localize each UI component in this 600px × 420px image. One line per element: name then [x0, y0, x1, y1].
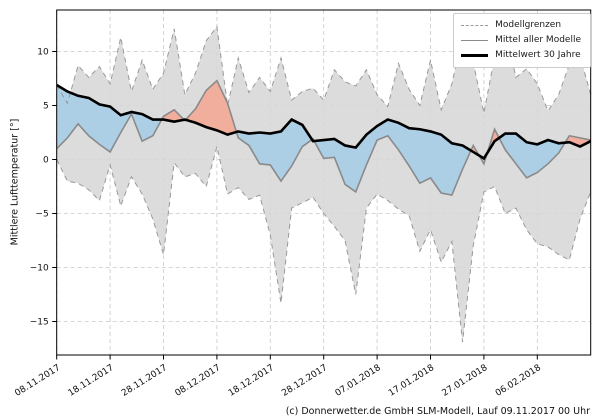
legend-item-mittel-aller-modelle: Mittel aller Modelle — [461, 35, 581, 46]
svg-text:−10: −10 — [30, 264, 49, 274]
gray-line-icon — [461, 40, 489, 41]
black-line-icon — [461, 54, 489, 57]
legend-item-mittelwert-30-jahre: Mittelwert 30 Jahre — [461, 50, 581, 61]
cold-anomaly-fill — [236, 119, 313, 182]
model-mean-line — [56, 79, 591, 197]
svg-text:06.02.2018: 06.02.2018 — [494, 363, 543, 399]
svg-text:18.11.2017: 18.11.2017 — [67, 363, 116, 399]
svg-text:0: 0 — [43, 156, 49, 166]
chart-legend: Modellgrenzen Mittel aller Modelle Mitte… — [453, 13, 591, 68]
warm-anomaly-fill — [161, 109, 184, 122]
svg-text:18.12.2017: 18.12.2017 — [227, 363, 276, 399]
svg-text:10: 10 — [37, 48, 49, 58]
legend-label: Mittelwert 30 Jahre — [495, 50, 581, 60]
svg-text:08.12.2017: 08.12.2017 — [173, 363, 222, 399]
dashed-line-icon — [461, 25, 489, 26]
y-tick-labels: 10 5 0 −5 −10 −15 — [30, 48, 49, 328]
warm-anomaly-fill — [185, 80, 237, 135]
cold-anomaly-fill — [56, 84, 162, 152]
legend-label: Modellgrenzen — [495, 20, 562, 30]
svg-text:−5: −5 — [35, 210, 48, 220]
y-axis-label: Mittlere Lufttemperatur [°] — [9, 118, 21, 246]
legend-label: Mittel aller Modelle — [495, 35, 581, 45]
svg-text:08.11.2017: 08.11.2017 — [13, 363, 62, 399]
climate-mean-line — [56, 83, 591, 161]
x-tick-labels: 08.11.2017 18.11.2017 28.11.2017 08.12.2017… — [13, 363, 543, 399]
svg-text:28.12.2017: 28.12.2017 — [280, 363, 329, 399]
legend-item-modellgrenzen: Modellgrenzen — [461, 20, 581, 31]
svg-text:27.01.2018: 27.01.2018 — [440, 363, 489, 399]
model-envelope-fill — [56, 26, 591, 343]
cold-anomaly-fill — [314, 119, 471, 196]
svg-text:28.11.2017: 28.11.2017 — [120, 363, 169, 399]
axis-ticks — [52, 51, 538, 360]
cold-anomaly-fill — [499, 133, 566, 178]
model-bounds-lower-line — [56, 146, 591, 343]
svg-text:07.01.2018: 07.01.2018 — [334, 363, 383, 399]
copyright-credit: (c) Donnerwetter.de GmbH SLM-Modell, Lau… — [285, 406, 590, 417]
svg-text:−15: −15 — [30, 318, 49, 328]
svg-text:5: 5 — [43, 102, 49, 112]
svg-text:17.01.2018: 17.01.2018 — [387, 363, 436, 399]
